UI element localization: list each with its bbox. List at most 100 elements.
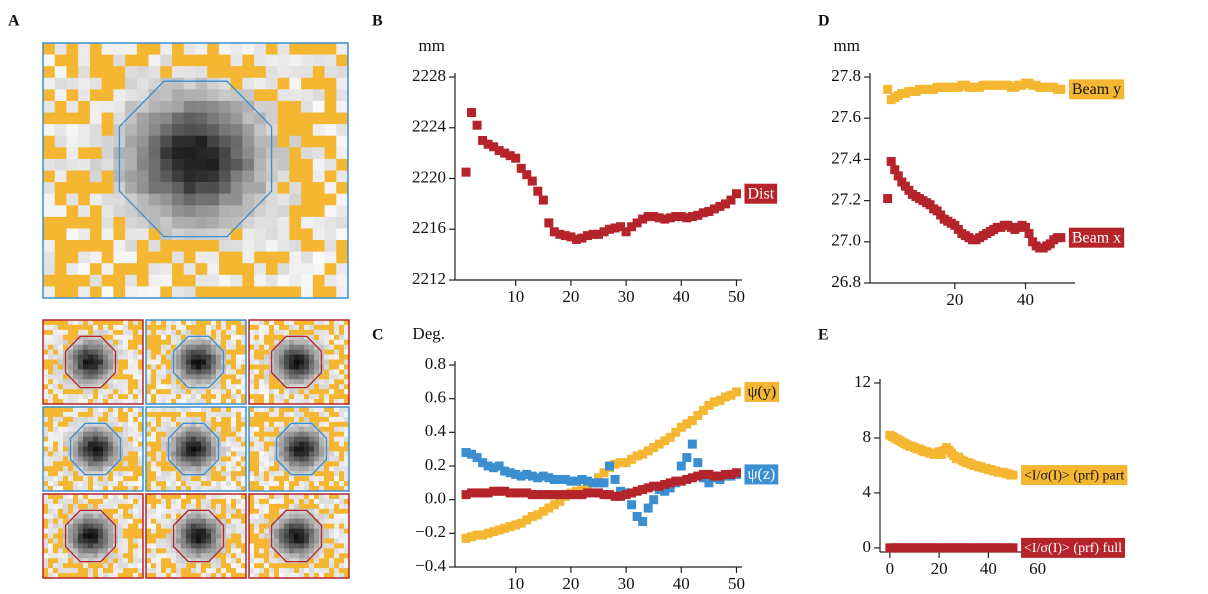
pixel — [289, 345, 294, 350]
pixel — [73, 389, 78, 394]
pixel — [68, 494, 73, 499]
y-tick-label: 2216 — [412, 218, 446, 237]
pixel — [166, 407, 171, 412]
pixel — [314, 394, 319, 399]
pixel — [274, 369, 279, 374]
pixel — [269, 456, 274, 461]
pixel — [207, 228, 219, 240]
pixel — [133, 514, 138, 519]
x-tick-label: 30 — [618, 574, 635, 593]
pixel — [58, 325, 63, 330]
pixel — [264, 534, 269, 539]
pixel — [304, 432, 309, 437]
pixel — [53, 504, 58, 509]
pixel — [314, 529, 319, 534]
pixel — [196, 66, 208, 78]
pixel — [156, 325, 161, 330]
pixel — [299, 427, 304, 432]
pixel — [231, 543, 236, 548]
pixel — [299, 524, 304, 529]
pixel — [339, 320, 344, 325]
pixel — [304, 340, 309, 345]
pixel — [329, 394, 334, 399]
pixel — [78, 252, 90, 264]
pixel — [334, 471, 339, 476]
pixel — [160, 136, 172, 148]
pixel — [196, 147, 208, 159]
pixel — [201, 360, 206, 365]
pixel — [48, 543, 53, 548]
pixel — [98, 471, 103, 476]
panel-a-images — [43, 43, 349, 578]
pixel — [334, 529, 339, 534]
pixel — [259, 461, 264, 466]
pixel — [284, 442, 289, 447]
pixel — [206, 407, 211, 412]
pixel — [66, 113, 78, 125]
pixel — [176, 481, 181, 486]
pixel — [133, 345, 138, 350]
pixel — [133, 451, 138, 456]
pixel — [113, 499, 118, 504]
pixel — [166, 494, 171, 499]
pixel — [299, 499, 304, 504]
pixel — [156, 534, 161, 539]
pixel — [299, 519, 304, 524]
pixel — [269, 504, 274, 509]
pixel — [161, 563, 166, 568]
y-tick-label: 0.8 — [425, 354, 446, 373]
y-tick-label: 0.6 — [425, 388, 446, 407]
pixel — [284, 374, 289, 379]
pixel — [329, 494, 334, 499]
pixel — [278, 113, 290, 125]
pixel — [325, 55, 337, 67]
pixel — [156, 568, 161, 573]
pixel — [231, 325, 236, 330]
pixel — [336, 171, 348, 183]
pixel — [43, 524, 48, 529]
pixel — [128, 369, 133, 374]
pixel — [201, 504, 206, 509]
pixel — [123, 417, 128, 422]
pixel — [219, 194, 231, 206]
pixel — [48, 451, 53, 456]
pixel — [151, 471, 156, 476]
pixel — [55, 113, 67, 125]
pixel — [191, 476, 196, 481]
pixel — [324, 369, 329, 374]
pixel — [301, 147, 313, 159]
pixel — [108, 476, 113, 481]
pixel — [299, 379, 304, 384]
pixel — [278, 89, 290, 101]
pixel — [108, 456, 113, 461]
pixel — [58, 558, 63, 563]
pixel — [166, 466, 171, 471]
pixel — [128, 389, 133, 394]
pixel — [236, 481, 241, 486]
pixel — [172, 205, 184, 217]
pixel — [221, 494, 226, 499]
pixel — [186, 422, 191, 427]
y-axis-label: mm — [419, 36, 445, 55]
pixel — [191, 345, 196, 350]
pixel — [259, 412, 264, 417]
pixel — [254, 568, 259, 573]
pixel — [151, 350, 156, 355]
pixel — [151, 355, 156, 360]
pixel — [264, 563, 269, 568]
pixel — [314, 364, 319, 369]
pixel — [319, 471, 324, 476]
pixel — [103, 389, 108, 394]
marker — [611, 475, 620, 484]
pixel — [171, 389, 176, 394]
pixel — [284, 394, 289, 399]
pixel — [329, 432, 334, 437]
pixel — [160, 217, 172, 229]
pixel — [166, 374, 171, 379]
pixel — [191, 350, 196, 355]
pixel — [249, 335, 254, 340]
pixel — [161, 456, 166, 461]
pixel — [176, 461, 181, 466]
pixel — [58, 340, 63, 345]
pixel — [264, 330, 269, 335]
